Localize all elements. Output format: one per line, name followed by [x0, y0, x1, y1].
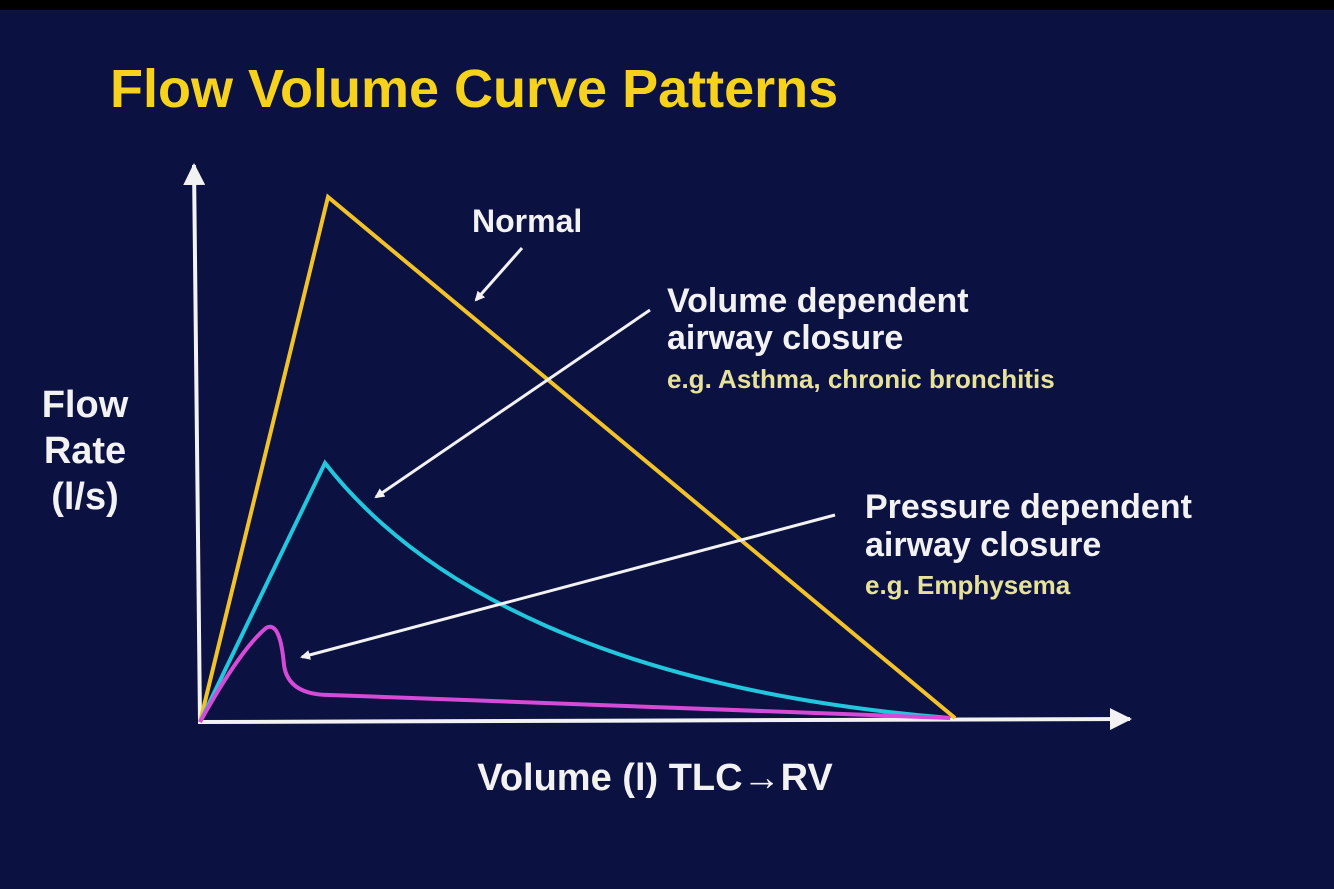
title: Flow Volume Curve Patterns	[110, 59, 838, 119]
annotation: Volume dependent	[667, 282, 969, 320]
annotation-example: e.g. Asthma, chronic bronchitis	[667, 364, 1055, 394]
top-strip	[0, 0, 1334, 10]
annotation-example: e.g. Emphysema	[865, 570, 1071, 600]
x-axis	[197, 708, 1132, 731]
annotation: airway closure	[667, 319, 903, 357]
annotation: Pressure dependent	[865, 488, 1192, 526]
arrow	[374, 308, 651, 499]
y-axis-label: Flow	[42, 384, 129, 426]
volume-dependent-curve	[198, 459, 951, 723]
y-axis-label: (l/s)	[51, 476, 119, 518]
y-axis	[183, 163, 206, 723]
y-axis-label: Rate	[44, 430, 126, 472]
x-axis-label: Volume (l) TLC→RV	[477, 757, 833, 799]
arrow	[474, 247, 524, 302]
annotation: airway closure	[865, 526, 1101, 564]
pressure-dependent-curve	[198, 624, 951, 723]
annotation: Normal	[472, 203, 582, 239]
arrow	[300, 513, 836, 660]
normal-curve	[198, 193, 957, 723]
